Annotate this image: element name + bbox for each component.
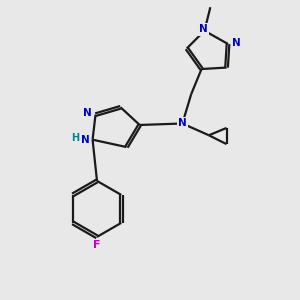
Text: F: F: [93, 240, 101, 250]
Text: N: N: [83, 108, 92, 118]
Text: N: N: [232, 38, 241, 47]
Text: H: H: [71, 133, 79, 143]
Text: N: N: [178, 118, 187, 128]
Text: N: N: [81, 135, 90, 145]
Text: N: N: [199, 24, 207, 34]
